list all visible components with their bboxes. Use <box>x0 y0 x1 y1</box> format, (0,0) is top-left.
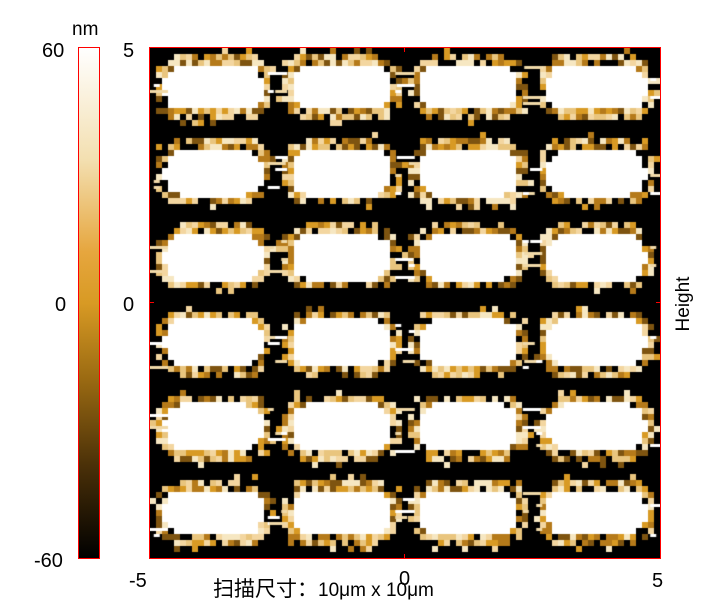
scan-size-caption: 扫描尺寸：10μm x 10μm <box>213 573 434 603</box>
afm-height-image <box>149 47 661 559</box>
height-colorbar <box>78 47 100 559</box>
center-tick-left <box>150 302 154 303</box>
axis-bottom-mid-label: 0 <box>399 568 411 590</box>
axis-top-left-label: 5 <box>123 40 135 62</box>
colorbar-max-label: 60 <box>42 40 65 62</box>
colorbar-mid-label: 0 <box>55 294 67 316</box>
axis-left-mid-label: 0 <box>123 294 135 316</box>
colorbar-min-label: -60 <box>34 550 63 572</box>
height-label: Height <box>673 276 694 332</box>
afm-scan-canvas <box>150 48 660 558</box>
axis-bottom-right-label: 5 <box>652 570 664 592</box>
center-tick-bottom <box>404 554 405 558</box>
center-tick-top <box>404 48 405 52</box>
colorbar-unit: nm <box>72 19 99 40</box>
scan-size-prefix: 扫描尺寸： <box>213 578 318 601</box>
axis-bottom-left-label: -5 <box>129 570 147 592</box>
scan-size-value: 10μm x 10μm <box>318 580 434 601</box>
center-tick-right <box>656 302 660 303</box>
